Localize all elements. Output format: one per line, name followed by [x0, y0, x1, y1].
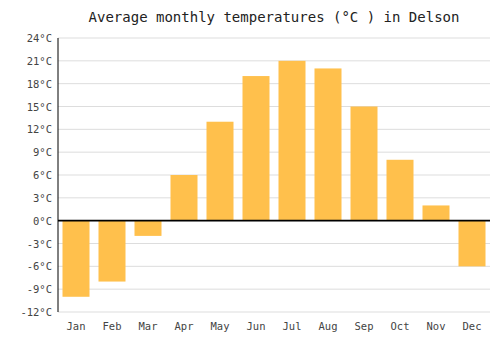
y-tick-label: 3°C — [33, 192, 52, 204]
x-tick-label: Jun — [247, 320, 266, 332]
x-tick-label: Jul — [283, 320, 302, 332]
grid-line — [58, 312, 490, 313]
grid-line — [58, 60, 490, 61]
grid-line — [58, 129, 490, 130]
grid-line — [58, 83, 490, 84]
bar — [423, 205, 450, 220]
bar — [207, 122, 234, 221]
x-tick-label: May — [211, 320, 230, 332]
y-tick-label: 12°C — [27, 123, 52, 135]
bars — [63, 61, 486, 297]
x-tick-label: Aug — [319, 320, 338, 332]
chart: Average monthly temperatures (°C ) in De… — [0, 0, 500, 350]
y-tick-label: 15°C — [27, 101, 52, 113]
grid-line — [58, 106, 490, 107]
bar — [171, 175, 198, 221]
bar — [99, 221, 126, 282]
bar — [387, 160, 414, 221]
y-tick-label: -3°C — [27, 238, 52, 250]
x-tick-label: Nov — [427, 320, 446, 332]
grid-line — [58, 289, 490, 290]
bar — [279, 61, 306, 221]
grid-line — [58, 220, 490, 221]
y-tick-label: 24°C — [27, 32, 52, 44]
x-tick-label: Oct — [391, 320, 410, 332]
chart-container: Average monthly temperatures (°C ) in De… — [0, 0, 500, 350]
grid-line — [58, 152, 490, 153]
bar — [135, 221, 162, 236]
x-tick-label: Feb — [103, 320, 122, 332]
bar — [459, 221, 486, 267]
x-tick-label: Apr — [175, 320, 194, 332]
grid-line — [58, 197, 490, 198]
x-tick-label: Mar — [139, 320, 158, 332]
bar — [315, 68, 342, 220]
bar — [243, 76, 270, 221]
title: Average monthly temperatures (°C ) in De… — [89, 9, 460, 25]
y-tick-label: -9°C — [27, 283, 52, 295]
bar — [351, 107, 378, 221]
y-tick-label: 0°C — [33, 215, 52, 227]
y-tick-label: 9°C — [33, 146, 52, 158]
y-tick-label: 18°C — [27, 78, 52, 90]
y-tick-label: -12°C — [20, 306, 52, 318]
y-tick-label: -6°C — [27, 260, 52, 272]
y-tick-label: 6°C — [33, 169, 52, 181]
x-tick-label: Dec — [463, 320, 482, 332]
y-axis-line — [58, 38, 59, 312]
bar — [63, 221, 90, 297]
grid-line — [58, 38, 490, 39]
grid — [58, 38, 490, 312]
grid-line — [58, 175, 490, 176]
x-tick-label: Jan — [67, 320, 86, 332]
zero-line — [58, 220, 490, 222]
y-tick-label: 21°C — [27, 55, 52, 67]
x-tick-label: Sep — [355, 320, 374, 332]
